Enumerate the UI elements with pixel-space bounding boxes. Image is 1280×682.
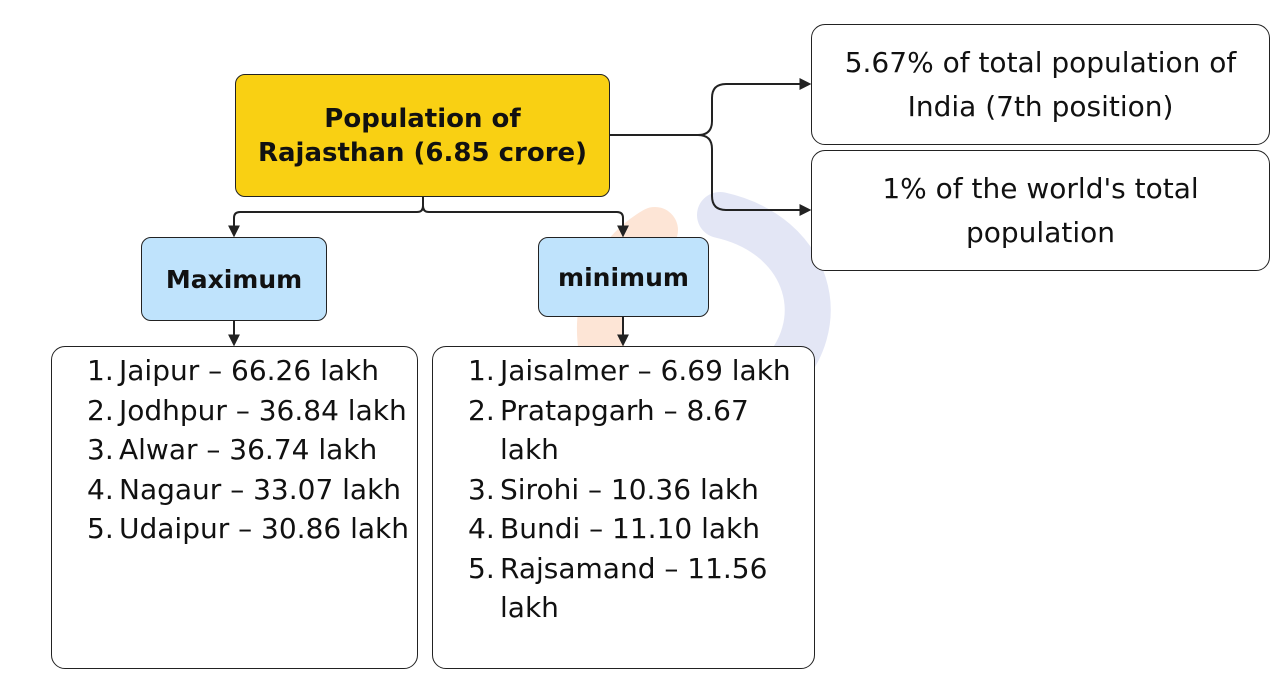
- connector-root-to-minimum: [422, 205, 629, 238]
- list-item-number: 2.: [468, 393, 495, 427]
- list-item-number: 5.: [87, 512, 114, 545]
- fact-2-line1: 1% of the world's total: [882, 171, 1199, 205]
- list-item-text: Rajsamand – 11.56 lakh: [500, 551, 768, 625]
- list-item-text: Jaipur – 66.26 lakh: [119, 354, 379, 387]
- connector-root-to-maximum: [228, 197, 424, 238]
- list-item-number: 3.: [87, 433, 114, 466]
- fact-2-line2: population: [966, 215, 1115, 249]
- list-item: 2. Jodhpur – 36.84 lakh: [87, 391, 409, 431]
- list-item-text: Sirohi – 10.36 lakh: [500, 472, 759, 506]
- list-item-text: Udaipur – 30.86 lakh: [119, 512, 409, 545]
- connector-root-to-fact-2: [697, 134, 812, 216]
- fact-1-line1: 5.67% of total population of: [844, 45, 1237, 79]
- list-item-number: 4.: [87, 472, 114, 506]
- connector-root-to-fact-1: [610, 78, 812, 136]
- list-item: 5. Udaipur – 30.86 lakh: [87, 509, 409, 549]
- list-item: 2. Pratapgarh – 8.67 lakh: [468, 391, 800, 470]
- list-item: 1. Jaipur – 66.26 lakh: [87, 351, 409, 391]
- list-item: 4. Nagaur – 33.07 lakh: [87, 470, 409, 510]
- category-minimum-label: minimum: [558, 262, 689, 292]
- list-item-number: 4.: [468, 512, 495, 545]
- list-item-text: Alwar – 36.74 lakh: [119, 433, 378, 466]
- category-maximum: Maximum: [141, 237, 327, 321]
- list-item-number: 1.: [468, 354, 495, 387]
- list-item: 3. Sirohi – 10.36 lakh: [468, 470, 800, 510]
- maximum-district-list: 1. Jaipur – 66.26 lakh 2. Jodhpur – 36.84 …: [51, 346, 418, 669]
- fact-1-line2: India (7th position): [907, 89, 1174, 123]
- root-title-line1: Population of: [324, 103, 521, 134]
- list-item-number: 2.: [87, 393, 114, 427]
- list-item: 5. Rajsamand – 11.56 lakh: [468, 549, 800, 628]
- list-item-text: Jaisalmer – 6.69 lakh: [500, 354, 791, 387]
- fact-node-world-share: 1% of the world's total population: [811, 150, 1270, 271]
- list-item: 4. Bundi – 11.10 lakh: [468, 509, 800, 549]
- list-item-text: Bundi – 11.10 lakh: [500, 512, 761, 545]
- list-item-number: 3.: [468, 472, 495, 506]
- minimum-district-list: 1. Jaisalmer – 6.69 lakh 2. Pratapgarh – 8…: [432, 346, 815, 669]
- category-maximum-label: Maximum: [165, 264, 303, 294]
- list-item: 3. Alwar – 36.74 lakh: [87, 430, 409, 470]
- root-title-line2: Rajasthan (6.85 crore): [257, 137, 588, 168]
- list-item-text: Nagaur – 33.07 lakh: [119, 472, 402, 506]
- root-node: Population of Rajasthan (6.85 crore): [235, 74, 610, 197]
- fact-node-india-share: 5.67% of total population of India (7th …: [811, 24, 1270, 145]
- list-item-text: Pratapgarh – 8.67 lakh: [500, 393, 749, 467]
- list-item-text: Jodhpur – 36.84 lakh: [119, 393, 407, 427]
- list-item-number: 1.: [87, 354, 114, 387]
- list-item-number: 5.: [468, 551, 495, 585]
- category-minimum: minimum: [538, 237, 709, 317]
- list-item: 1. Jaisalmer – 6.69 lakh: [468, 351, 800, 391]
